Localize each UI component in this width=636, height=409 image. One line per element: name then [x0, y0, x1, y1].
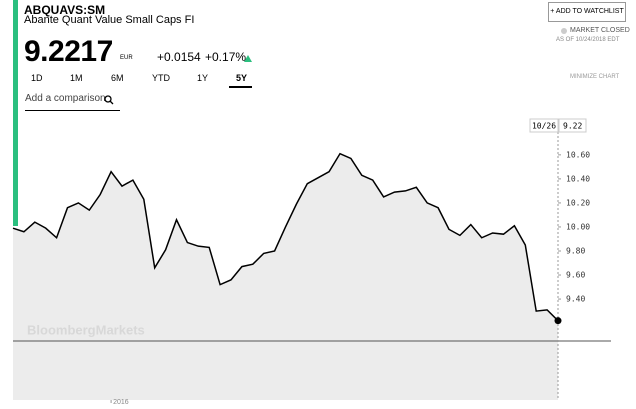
date-label: 10/26 — [532, 122, 556, 131]
watermark: BloombergMarkets — [27, 322, 145, 337]
value-box — [558, 118, 587, 133]
ticker: ABQUAVS:SM — [24, 3, 106, 17]
x-tick-label: 2016 — [113, 399, 129, 406]
comparison-input[interactable]: Add a comparison — [25, 93, 120, 111]
price-line — [12, 152, 559, 322]
y-tick-label: 10.60 — [566, 150, 590, 159]
watchlist-button[interactable]: + ADD TO WATCHLIST — [548, 2, 626, 22]
tab[interactable]: 5Y — [236, 73, 248, 83]
tab-underline — [229, 86, 252, 88]
change-percent: +0.17% — [205, 50, 247, 64]
tab[interactable]: 6M — [111, 73, 124, 83]
area — [13, 153, 558, 400]
as-of: AS OF 10/24/2018 EDT — [556, 37, 620, 43]
market-status: MARKET CLOSED — [570, 27, 630, 34]
currency: EUR — [120, 55, 133, 61]
tab[interactable]: 1D — [31, 73, 43, 83]
placeholder: Add a comparison — [25, 93, 106, 104]
y-tick-label: 9.40 — [566, 295, 585, 304]
minimize-chart[interactable]: MINIMIZE CHART — [570, 74, 620, 80]
up-arrow — [244, 55, 252, 62]
y-tick-label: 10.20 — [566, 198, 590, 207]
change: +0.0154 — [157, 50, 201, 64]
tab[interactable]: 1Y — [197, 73, 209, 83]
search-icon — [104, 95, 114, 105]
y-tick-label: 10.40 — [566, 174, 590, 183]
tab[interactable]: 1M — [70, 73, 83, 83]
accent-bar — [13, 0, 18, 226]
security-name: Abante Quant Value Small Caps FI — [24, 14, 195, 26]
y-tick-label: 10.00 — [566, 222, 590, 231]
status-dot — [561, 28, 567, 34]
tab[interactable]: YTD — [152, 73, 170, 83]
y-tick-label: 9.80 — [566, 246, 585, 255]
date-box — [529, 118, 559, 133]
last-point — [554, 317, 562, 325]
price: 9.2217 — [24, 35, 113, 68]
y-tick-label: 9.60 — [566, 271, 585, 280]
value-label: 9.22 — [563, 122, 582, 131]
